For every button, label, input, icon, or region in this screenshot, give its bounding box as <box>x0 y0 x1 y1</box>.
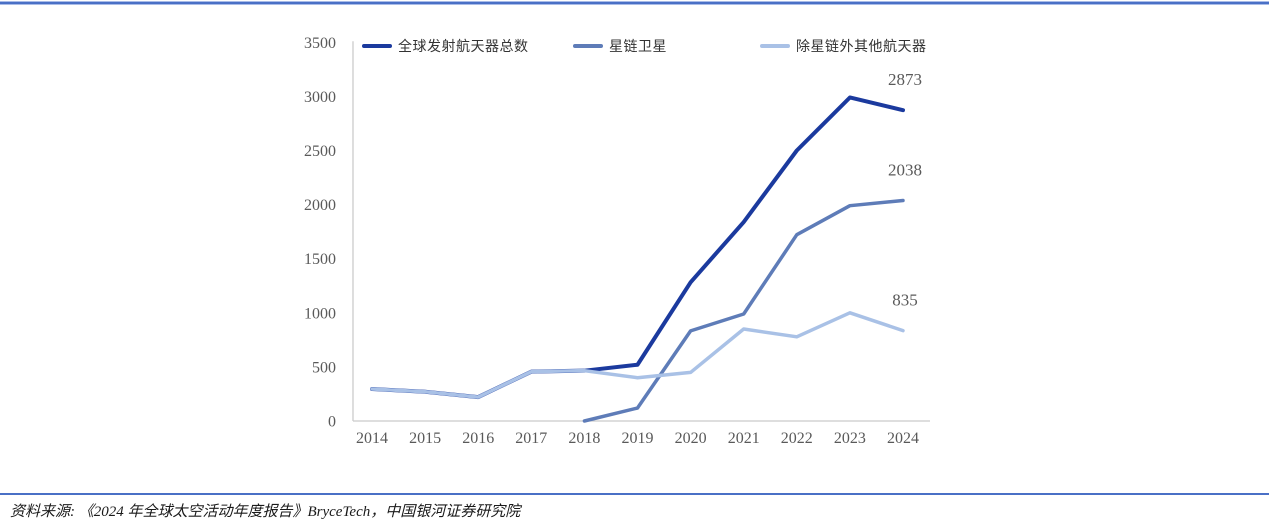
series-line-2 <box>370 311 905 399</box>
legend-line-swatch <box>760 44 790 48</box>
line-chart: 0 500 1000 1500 2000 2500 3000 3500 2014 2015 2016… <box>304 35 930 447</box>
x-tick-label: 2018 <box>568 430 600 447</box>
legend-label: 全球发射航天器总数 <box>398 40 529 55</box>
legend-item-0: 全球发射航天器总数 <box>362 36 529 56</box>
y-tick-label: 500 <box>312 359 336 376</box>
x-tick-label: 2022 <box>781 430 813 447</box>
y-tick-label: 3500 <box>304 35 336 52</box>
top-divider <box>0 1 1269 5</box>
series-end-label-2: 835 <box>892 291 918 310</box>
legend-item-1: 星链卫星 <box>573 36 667 56</box>
x-tick-label: 2021 <box>728 430 760 447</box>
legend-item-2: 除星链外其他航天器 <box>760 36 927 56</box>
x-tick-label: 2019 <box>622 430 654 447</box>
y-tick-label: 0 <box>328 414 336 431</box>
series-line-0 <box>370 95 905 400</box>
legend-line-swatch <box>573 44 603 48</box>
x-tick-label: 2015 <box>409 430 441 447</box>
footer-divider <box>0 493 1269 495</box>
y-tick-label: 3000 <box>304 89 336 106</box>
y-tick-label: 2500 <box>304 143 336 160</box>
series-end-label-1: 2038 <box>888 160 922 179</box>
x-tick-label: 2023 <box>834 430 866 447</box>
y-tick-label: 1500 <box>304 251 336 268</box>
legend-line-swatch <box>362 44 392 48</box>
x-tick-label: 2016 <box>462 430 494 447</box>
y-tick-label: 2000 <box>304 197 336 214</box>
x-tick-label: 2020 <box>675 430 707 447</box>
x-tick-label: 2017 <box>515 430 547 447</box>
legend-label: 星链卫星 <box>609 40 667 55</box>
x-tick-label: 2024 <box>887 430 919 447</box>
y-tick-label: 1000 <box>304 305 336 322</box>
series-end-label-0: 2873 <box>888 70 922 89</box>
x-tick-label: 2014 <box>356 430 388 447</box>
source-note: 资料来源: 《2024 年全球太空活动年度报告》BryceTech，中国银河证券… <box>10 504 521 520</box>
series-line-1 <box>582 198 905 423</box>
legend-label: 除星链外其他航天器 <box>796 40 927 55</box>
